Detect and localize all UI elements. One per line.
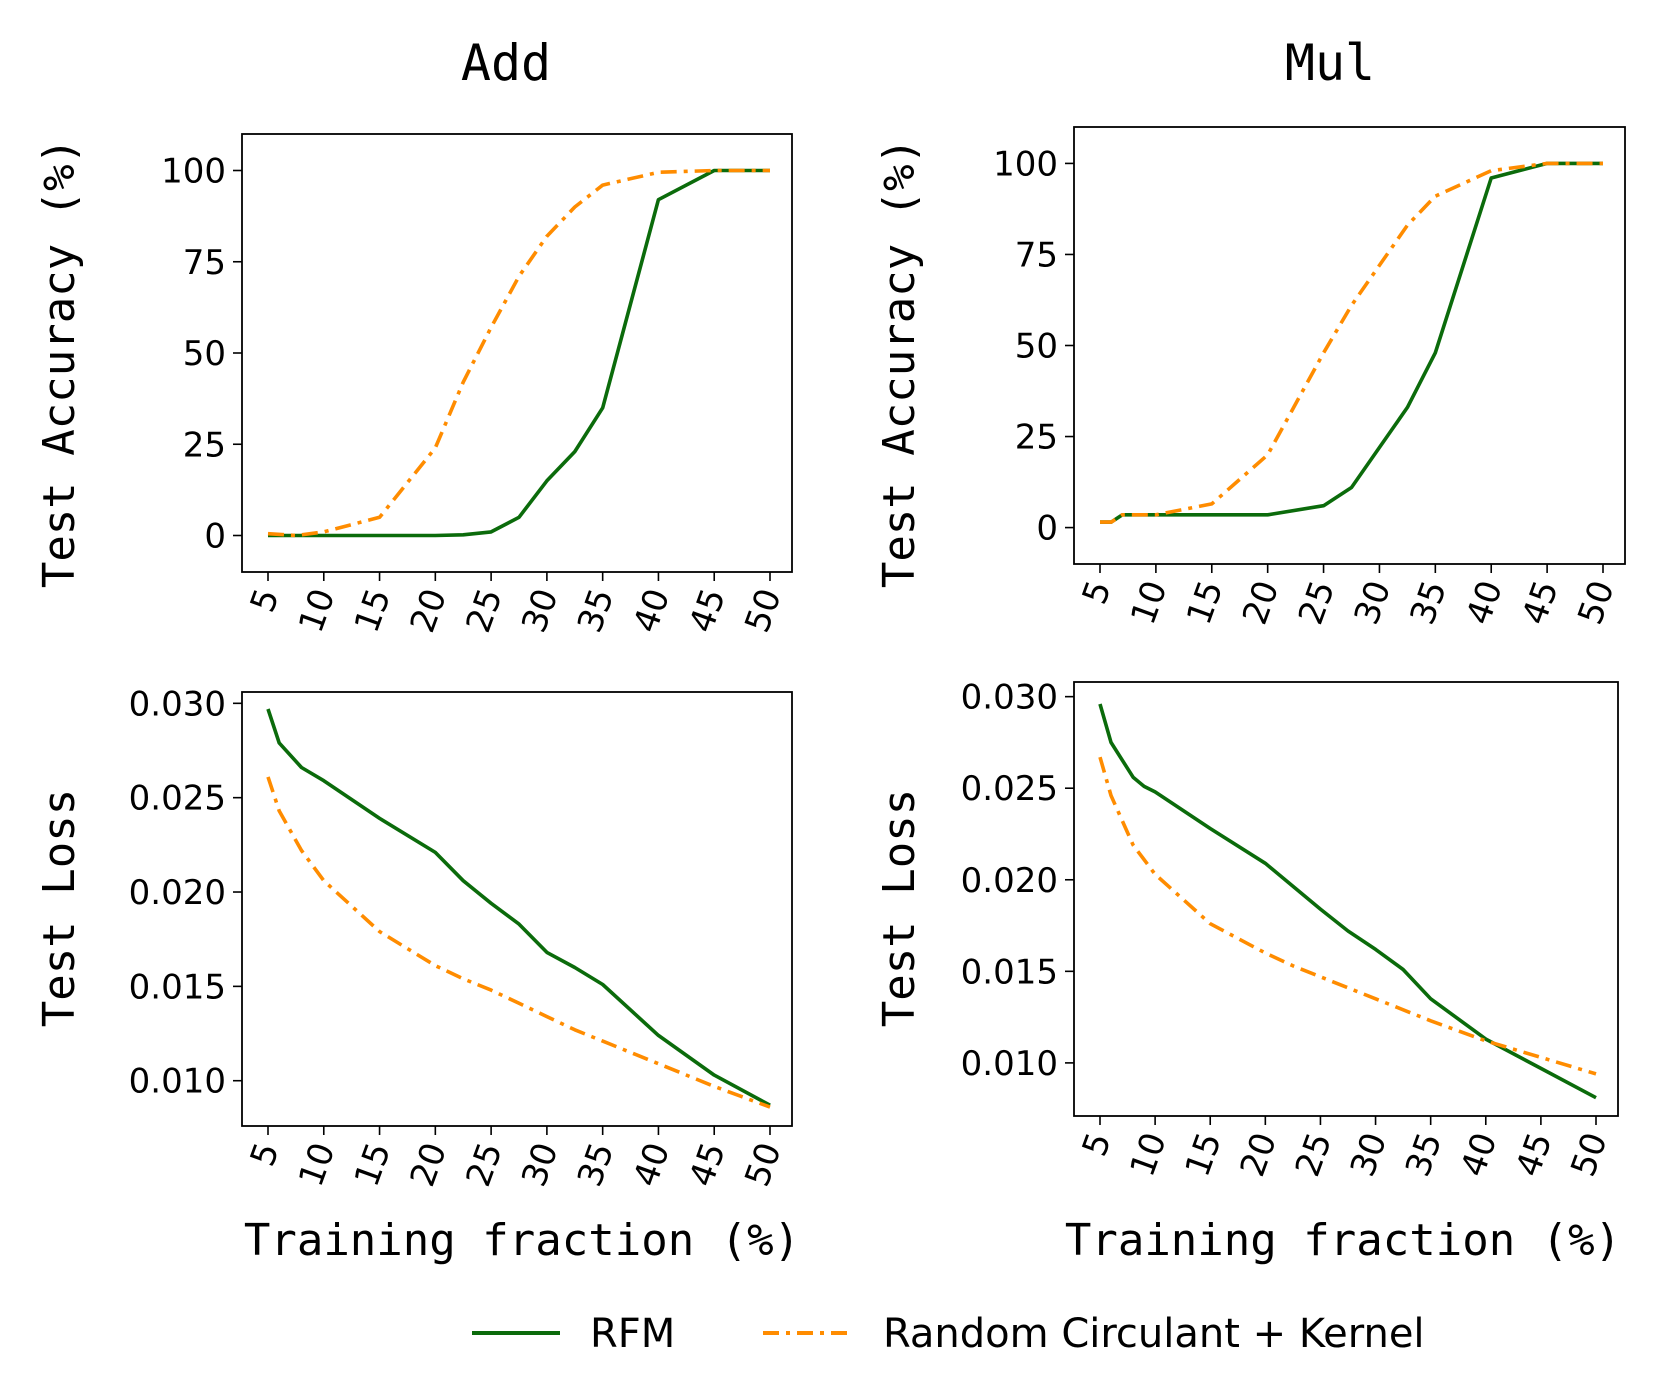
y-axis-label: Test Accuracy (%) bbox=[34, 138, 85, 588]
y-tick-label: 0.020 bbox=[129, 873, 226, 913]
x-tick-label: 35 bbox=[1398, 1128, 1450, 1182]
legend-rck-label: Random Circulant + Kernel bbox=[883, 1311, 1425, 1357]
x-tick-label: 45 bbox=[1514, 576, 1566, 630]
panel-add-loss: 0.010 0.015 0.020 0.025 0.030 5 10 15 20 25 30 35 40… bbox=[34, 684, 793, 1192]
x-tick-label: 30 bbox=[514, 584, 566, 638]
x-tick-label: 25 bbox=[458, 584, 510, 638]
x-tick-label: 45 bbox=[682, 1138, 734, 1192]
y-axis-label: Test Accuracy (%) bbox=[874, 138, 925, 588]
y-tick-label: 0.015 bbox=[129, 967, 226, 1007]
x-tick-label: 5 bbox=[1075, 576, 1120, 610]
x-tick-label: 15 bbox=[1179, 576, 1231, 630]
x-axis-label-mul: Training fraction (%) bbox=[1065, 1215, 1621, 1266]
x-tick-label: 5 bbox=[243, 584, 288, 618]
x-tick-label: 45 bbox=[1508, 1128, 1560, 1182]
series-rfm-line bbox=[268, 168, 770, 538]
y-tick-label: 0 bbox=[204, 517, 226, 557]
x-tick-label: 10 bbox=[1122, 1128, 1174, 1182]
series-rfm-line bbox=[266, 708, 771, 1107]
y-tick-label: 0.030 bbox=[961, 678, 1058, 718]
y-tick-label: 0 bbox=[1036, 509, 1058, 549]
series-random-circulant-kernel-line bbox=[1098, 756, 1597, 1076]
x-tick-label: 25 bbox=[458, 1138, 510, 1192]
y-tick-label: 100 bbox=[161, 152, 226, 192]
x-tick-label: 35 bbox=[570, 1138, 622, 1192]
y-tick-label: 0.025 bbox=[961, 769, 1058, 809]
y-tick-label: 75 bbox=[1015, 235, 1058, 275]
x-tick-label: 10 bbox=[291, 584, 343, 638]
y-axis-label: Test Loss bbox=[34, 789, 85, 1027]
x-tick-label: 10 bbox=[1123, 576, 1175, 630]
x-tick-label: 10 bbox=[291, 1138, 343, 1192]
x-tick-label: 50 bbox=[737, 1138, 789, 1192]
y-tick-label: 75 bbox=[183, 243, 226, 283]
x-tick-label: 50 bbox=[737, 584, 789, 638]
x-tick-label: 15 bbox=[347, 584, 399, 638]
x-tick-label: 20 bbox=[403, 1138, 455, 1192]
x-tick-label: 35 bbox=[1403, 576, 1455, 630]
title-add: Add bbox=[461, 34, 551, 92]
y-tick-label: 0.030 bbox=[129, 684, 226, 724]
series-random-circulant-kernel-line bbox=[1100, 161, 1603, 524]
x-tick-label: 25 bbox=[1291, 576, 1343, 630]
y-tick-label: 25 bbox=[1015, 418, 1058, 458]
x-tick-label: 20 bbox=[1235, 576, 1287, 630]
series-rfm-line bbox=[1098, 703, 1597, 1100]
y-tick-label: 0.025 bbox=[129, 779, 226, 819]
x-tick-label: 25 bbox=[1288, 1128, 1340, 1182]
x-tick-label: 35 bbox=[570, 584, 622, 638]
y-tick-label: 0.010 bbox=[129, 1062, 226, 1102]
legend-rfm-label: RFM bbox=[590, 1311, 675, 1357]
y-tick-label: 25 bbox=[183, 425, 226, 465]
x-tick-label: 20 bbox=[403, 584, 455, 638]
y-tick-label: 0.015 bbox=[961, 952, 1058, 992]
title-mul: Mul bbox=[1285, 34, 1375, 92]
x-tick-label: 30 bbox=[1347, 576, 1399, 630]
axes-frame bbox=[241, 691, 793, 1127]
x-tick-label: 40 bbox=[1459, 576, 1511, 630]
x-tick-label: 40 bbox=[626, 1138, 678, 1192]
series-random-circulant-kernel-line bbox=[267, 168, 770, 538]
x-tick-label: 50 bbox=[1563, 1128, 1615, 1182]
x-tick-label: 40 bbox=[1453, 1128, 1505, 1182]
x-tick-label: 30 bbox=[514, 1138, 566, 1192]
x-tick-label: 5 bbox=[1075, 1128, 1120, 1162]
x-tick-label: 15 bbox=[347, 1138, 399, 1192]
y-axis-label: Test Loss bbox=[874, 789, 925, 1027]
x-tick-label: 20 bbox=[1233, 1128, 1285, 1182]
x-tick-label: 30 bbox=[1343, 1128, 1395, 1182]
x-tick-label: 15 bbox=[1178, 1128, 1230, 1182]
axes-frame bbox=[1073, 126, 1626, 565]
y-tick-label: 0.020 bbox=[961, 861, 1058, 901]
axes-frame bbox=[1073, 681, 1619, 1117]
series-rfm-line bbox=[1100, 161, 1603, 524]
y-tick-label: 0.010 bbox=[961, 1044, 1058, 1084]
axes-frame bbox=[241, 133, 793, 573]
x-axis-label-add: Training fraction (%) bbox=[244, 1215, 800, 1266]
y-tick-label: 100 bbox=[993, 144, 1058, 184]
x-tick-label: 45 bbox=[682, 584, 734, 638]
legend: RFM Random Circulant + Kernel bbox=[472, 1311, 1425, 1357]
x-tick-label: 5 bbox=[243, 1138, 288, 1172]
y-tick-label: 50 bbox=[1015, 327, 1058, 367]
series-random-circulant-kernel-line bbox=[266, 776, 771, 1109]
x-tick-label: 40 bbox=[626, 584, 678, 638]
y-tick-label: 50 bbox=[183, 334, 226, 374]
panel-mul-loss: 0.010 0.015 0.020 0.025 0.030 5 10 15 20 25 30 35 40… bbox=[874, 678, 1619, 1182]
x-tick-label: 50 bbox=[1570, 576, 1622, 630]
